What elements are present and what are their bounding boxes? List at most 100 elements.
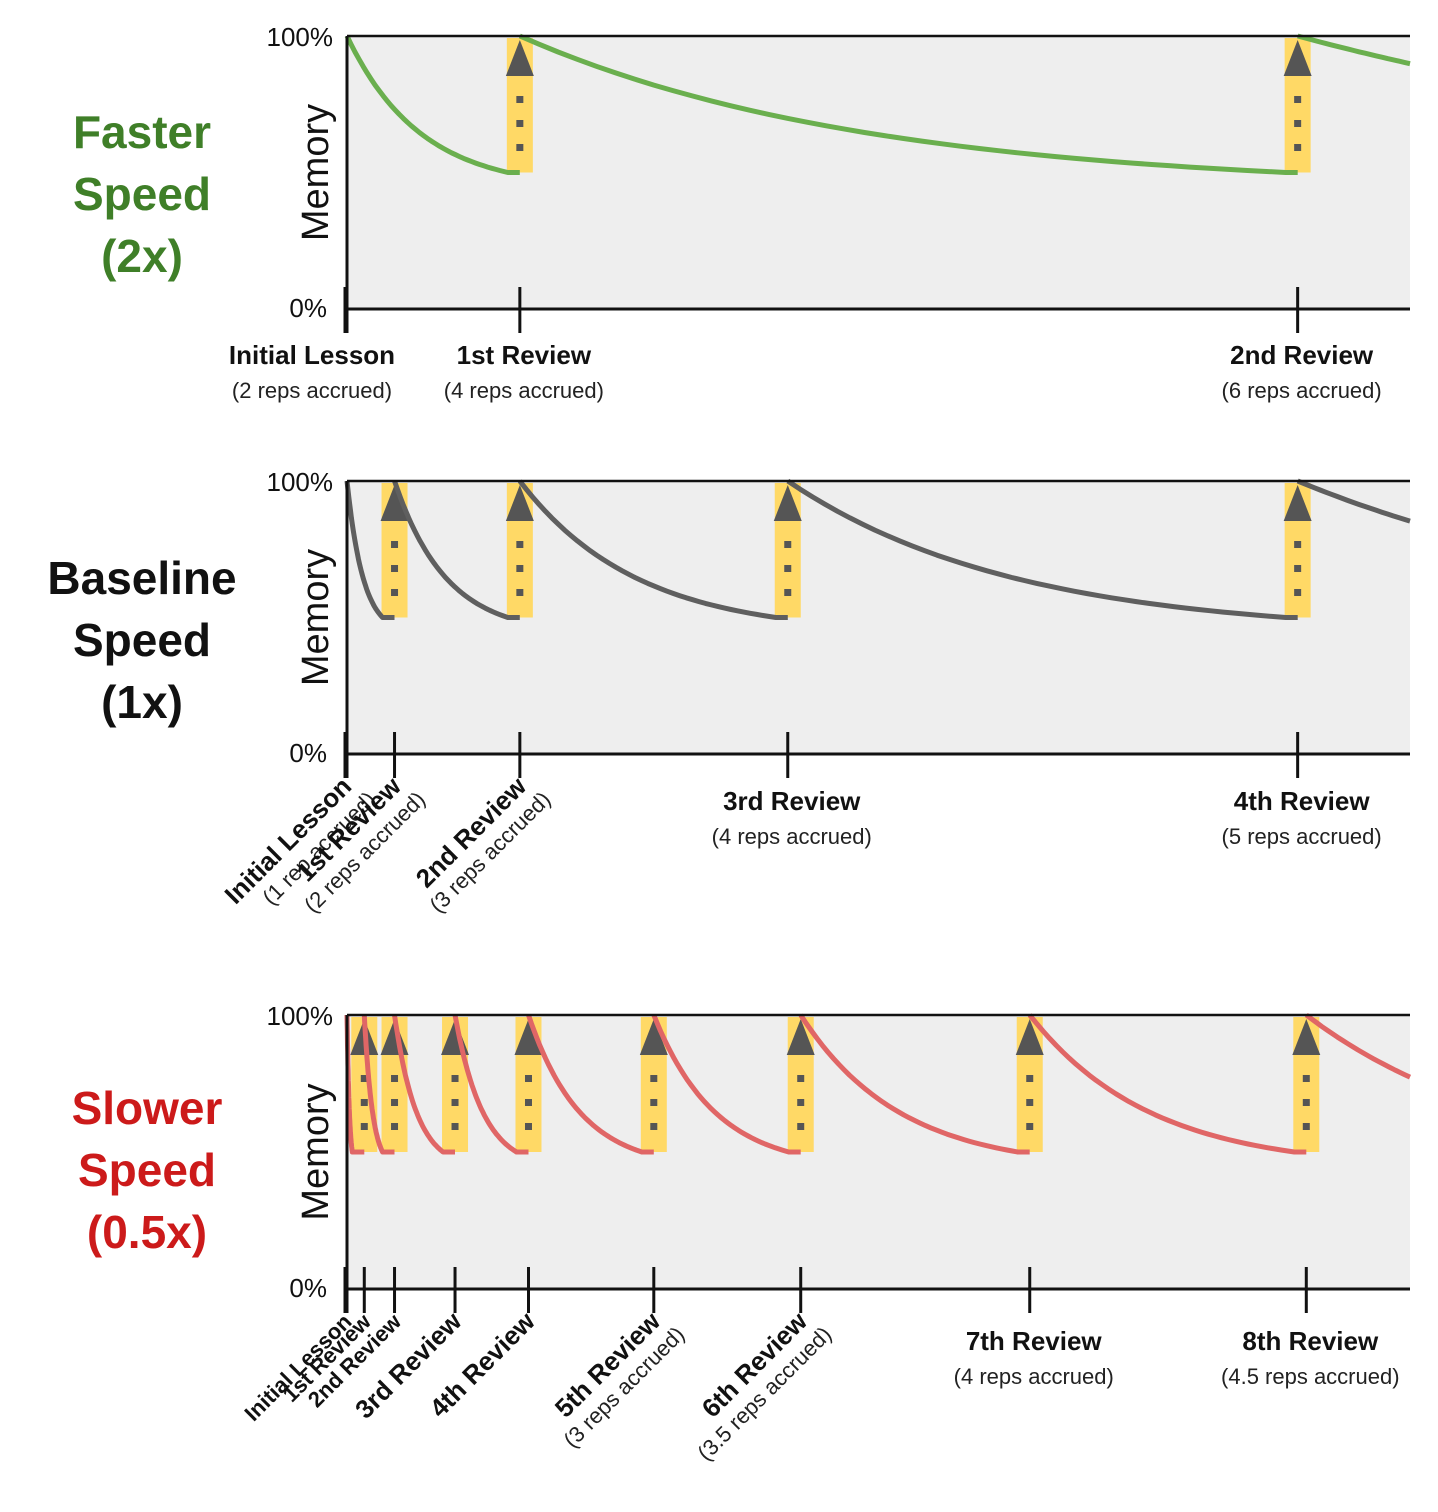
arrow-dot: [524, 1099, 532, 1106]
event-sublabel: (4 reps accrued): [712, 824, 872, 849]
arrow-dot: [1026, 1123, 1034, 1130]
arrow-dot: [797, 1123, 805, 1130]
event-sublabel: (4.5 reps accrued): [1221, 1364, 1400, 1389]
memory-curve: [526, 1014, 654, 1155]
arrow-dot: [1302, 1099, 1310, 1106]
memory-curve: [361, 1014, 395, 1155]
memory-curve: [344, 34, 520, 175]
arrow-dot: [391, 1075, 399, 1082]
speed-title-line: (0.5x): [87, 1206, 207, 1258]
arrow-dot: [451, 1075, 459, 1082]
arrow-dot: [516, 589, 524, 596]
y-axis-label: Memory: [295, 104, 337, 241]
arrow-up-icon: [514, 1019, 543, 1055]
memory-curve: [1297, 33, 1411, 67]
speed-title-line: Speed: [78, 1144, 216, 1196]
memory-curve: [1304, 1013, 1412, 1080]
memory-curve: [344, 480, 395, 620]
arrow-dot: [360, 1123, 368, 1130]
arrow-up-icon: [1283, 485, 1312, 521]
speed-title-line: Faster: [73, 106, 211, 158]
memory-curve: [1296, 478, 1411, 524]
arrow-dot: [1302, 1075, 1310, 1082]
arrow-up-icon: [773, 485, 802, 521]
speed-title-line: Baseline: [47, 552, 236, 604]
ytick-label-bottom: 0%: [289, 738, 327, 768]
arrow-dot: [391, 565, 399, 572]
event-label: 4th Review: [1234, 786, 1371, 816]
arrow-dot: [797, 1099, 805, 1106]
arrow-dot: [516, 144, 524, 151]
event-label: Initial Lesson: [229, 340, 395, 370]
arrow-dot: [524, 1075, 532, 1082]
arrow-up-icon: [505, 485, 534, 521]
arrow-up-icon: [786, 1019, 815, 1055]
speed-title-line: Slower: [72, 1082, 223, 1134]
arrow-up-icon: [380, 485, 409, 521]
arrow-dot: [1294, 144, 1302, 151]
y-axis-label: Memory: [295, 549, 337, 686]
speed-title-line: (1x): [101, 676, 183, 728]
memory-curve: [392, 1014, 455, 1155]
arrow-dot: [451, 1123, 459, 1130]
event-sublabel: (5 reps accrued): [1222, 824, 1382, 849]
arrow-dot: [516, 120, 524, 127]
memory-curve: [392, 480, 520, 620]
memory-curve: [651, 1014, 801, 1155]
ytick-label-top: 100%: [267, 467, 334, 497]
ytick-label-top: 100%: [267, 1001, 334, 1031]
event-label: 2nd Review: [1230, 340, 1374, 370]
arrow-dot: [360, 1099, 368, 1106]
speed-title-line: Speed: [73, 168, 211, 220]
rotated-event-label: 2nd Review(3 reps accrued): [410, 770, 556, 917]
arrow-dot: [516, 96, 524, 103]
arrow-dot: [516, 541, 524, 548]
arrow-dot: [650, 1123, 658, 1130]
arrow-dot: [1294, 589, 1302, 596]
arrow-dot: [516, 565, 524, 572]
arrow-dot: [524, 1123, 532, 1130]
event-label: 7th Review: [966, 1326, 1103, 1356]
event-sublabel: (4 reps accrued): [444, 378, 604, 403]
arrow-dot: [1026, 1075, 1034, 1082]
arrow-dot: [1026, 1099, 1034, 1106]
arrow-up-icon: [639, 1019, 668, 1055]
arrow-up-icon: [1283, 40, 1312, 76]
plot-area: [347, 1015, 1410, 1289]
memory-curve: [786, 478, 1298, 620]
event-label: 1st Review: [457, 340, 592, 370]
arrow-dot: [650, 1075, 658, 1082]
arrow-dot: [360, 1075, 368, 1082]
arrow-dot: [391, 1099, 399, 1106]
rotated-event-label: 6th Review(3.5 reps accrued): [692, 1305, 836, 1465]
event-label: 3rd Review: [723, 786, 861, 816]
speed-title-line: Speed: [73, 614, 211, 666]
event-sublabel: (4 reps accrued): [954, 1364, 1114, 1389]
memory-curve: [798, 1013, 1030, 1155]
memory-curve: [1027, 1013, 1307, 1155]
ytick-label-bottom: 0%: [289, 1273, 327, 1303]
ytick-label-top: 100%: [267, 22, 334, 52]
arrow-dot: [650, 1099, 658, 1106]
memory-curve: [517, 479, 788, 620]
event-sublabel: (2 reps accrued): [232, 378, 392, 403]
arrow-dot: [1294, 541, 1302, 548]
arrow-dot: [451, 1099, 459, 1106]
arrow-up-icon: [1015, 1019, 1044, 1055]
arrow-dot: [784, 541, 792, 548]
arrow-dot: [784, 589, 792, 596]
event-label: 8th Review: [1242, 1326, 1379, 1356]
panel-0: Faster Speed (2x) 100% 0% Memory Initial Lesso…: [73, 22, 1411, 403]
arrow-dot: [391, 541, 399, 548]
memory-curve: [518, 33, 1298, 175]
rotated-event-label: 5th Review(3 reps accrued): [549, 1305, 690, 1452]
ytick-label-bottom: 0%: [289, 293, 327, 323]
y-axis-label: Memory: [295, 1083, 337, 1220]
arrow-dot: [1302, 1123, 1310, 1130]
arrow-dot: [1294, 120, 1302, 127]
arrow-dot: [391, 589, 399, 596]
arrow-up-icon: [505, 40, 534, 76]
